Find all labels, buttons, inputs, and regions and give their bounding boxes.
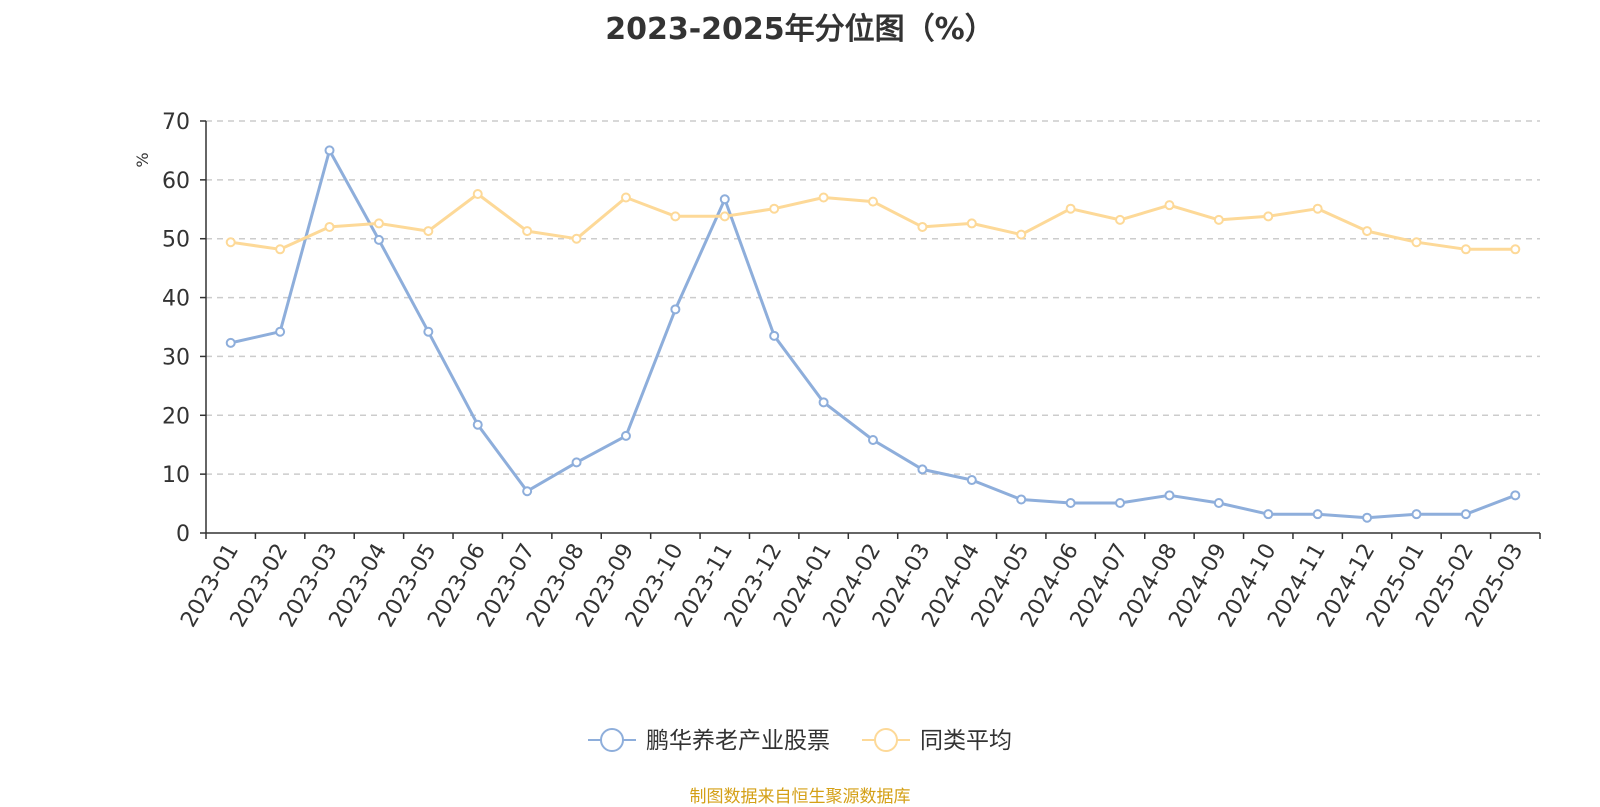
data-point[interactable]	[373, 218, 384, 229]
y-tick-label: 0	[176, 522, 190, 547]
data-point[interactable]	[719, 194, 730, 205]
data-point[interactable]	[1263, 509, 1274, 520]
data-point[interactable]	[1312, 509, 1323, 520]
data-point[interactable]	[1213, 214, 1224, 225]
data-point[interactable]	[423, 226, 434, 237]
legend-marker	[600, 728, 624, 752]
data-point[interactable]	[423, 326, 434, 337]
data-point[interactable]	[225, 337, 236, 348]
series-layer	[225, 145, 1521, 523]
series-2	[225, 188, 1521, 255]
data-point[interactable]	[868, 435, 878, 446]
data-point[interactable]	[818, 192, 829, 203]
legend-label: 鹏华养老产业股票	[646, 728, 830, 754]
chart-title: 2023-2025年分位图（%）	[605, 12, 995, 47]
data-point[interactable]	[1362, 512, 1373, 523]
data-point[interactable]	[1065, 497, 1076, 508]
data-point[interactable]	[571, 233, 582, 244]
y-tick-label: 10	[162, 463, 190, 488]
data-point[interactable]	[522, 486, 533, 497]
data-point[interactable]	[1115, 497, 1126, 508]
data-point[interactable]	[1164, 200, 1175, 211]
data-point[interactable]	[1312, 203, 1323, 214]
legend-item-2[interactable]: 同类平均	[862, 728, 1012, 754]
data-point[interactable]	[472, 419, 483, 430]
data-point[interactable]	[769, 203, 780, 214]
axes: 0102030405060702023-012023-022023-032023…	[162, 110, 1541, 632]
data-point[interactable]	[1510, 244, 1521, 255]
data-point[interactable]	[1016, 229, 1027, 240]
data-point[interactable]	[620, 192, 631, 203]
y-tick-label: 40	[162, 287, 190, 312]
y-tick-label: 30	[162, 345, 190, 370]
grid-lines	[206, 120, 1540, 475]
data-point[interactable]	[1213, 497, 1224, 508]
data-point[interactable]	[966, 218, 977, 229]
data-point[interactable]	[1362, 226, 1373, 237]
legend-label: 同类平均	[920, 728, 1012, 754]
data-point[interactable]	[1460, 244, 1471, 255]
legend-item-1[interactable]: 鹏华养老产业股票	[588, 728, 830, 754]
data-point[interactable]	[966, 475, 977, 486]
data-point[interactable]	[571, 457, 582, 468]
data-point[interactable]	[472, 188, 483, 199]
data-point[interactable]	[620, 430, 631, 441]
data-point[interactable]	[1510, 490, 1521, 501]
data-point[interactable]	[1460, 509, 1471, 520]
data-point[interactable]	[1411, 509, 1422, 520]
data-point[interactable]	[670, 211, 681, 222]
data-point[interactable]	[275, 326, 286, 337]
source-note: 制图数据来自恒生聚源数据库	[689, 787, 911, 807]
data-point[interactable]	[769, 330, 780, 341]
data-point[interactable]	[818, 397, 829, 408]
data-point[interactable]	[917, 221, 928, 232]
y-tick-label: 50	[162, 228, 190, 253]
data-point[interactable]	[1065, 203, 1076, 214]
data-point[interactable]	[670, 304, 681, 315]
data-point[interactable]	[917, 464, 928, 475]
y-tick-label: 60	[162, 169, 190, 194]
data-point[interactable]	[324, 145, 335, 156]
data-point[interactable]	[1263, 211, 1274, 222]
data-point[interactable]	[324, 221, 335, 232]
data-point[interactable]	[1411, 237, 1422, 248]
data-point[interactable]	[522, 226, 533, 237]
data-point[interactable]	[1115, 214, 1126, 225]
data-point[interactable]	[225, 237, 236, 248]
data-point[interactable]	[1016, 494, 1027, 505]
data-point[interactable]	[373, 234, 384, 245]
data-point[interactable]	[719, 211, 730, 222]
legend-marker	[874, 728, 898, 752]
y-tick-label: 20	[162, 404, 190, 429]
series-1	[225, 145, 1521, 523]
data-point[interactable]	[868, 196, 878, 207]
y-tick-label: 70	[162, 110, 190, 135]
legend[interactable]: 鹏华养老产业股票 同类平均	[588, 728, 1012, 754]
data-point[interactable]	[1164, 490, 1175, 501]
data-point[interactable]	[275, 244, 286, 255]
y-axis-label: %	[133, 152, 152, 167]
